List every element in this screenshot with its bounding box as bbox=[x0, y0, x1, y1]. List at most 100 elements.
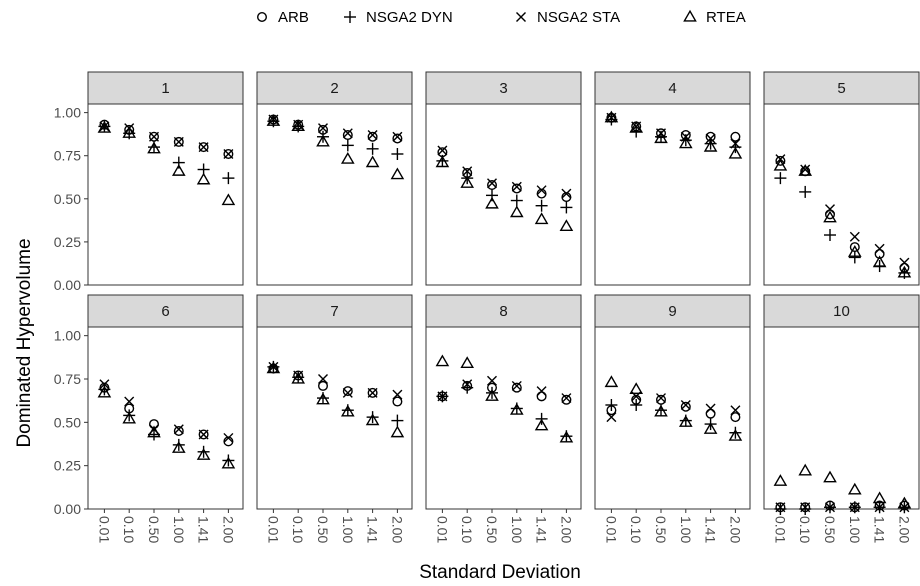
panel-9: 9 0.01 0.10 0.50 1.00 1.41 2.00 bbox=[594, 294, 751, 543]
point-arb bbox=[511, 382, 522, 393]
point-rtea bbox=[97, 385, 112, 398]
point-rtea bbox=[365, 155, 380, 168]
point-arb bbox=[342, 386, 353, 397]
point-rtea bbox=[678, 415, 693, 427]
point-rtea bbox=[171, 164, 186, 176]
point-arb bbox=[198, 429, 209, 440]
point-rtea bbox=[798, 164, 813, 176]
point-nsga2-sta bbox=[874, 243, 885, 254]
point-nsga2-dyn bbox=[341, 139, 354, 152]
point-nsga2-sta bbox=[656, 393, 666, 404]
point-nsga2-dyn bbox=[391, 414, 404, 427]
point-nsga2-dyn bbox=[197, 445, 210, 458]
plot-area bbox=[87, 103, 244, 286]
plot-area bbox=[594, 103, 751, 286]
point-nsga2-dyn bbox=[630, 399, 643, 411]
point-nsga2-sta bbox=[198, 142, 209, 153]
legend-item-nsga2-sta: NSGA2 STA bbox=[516, 9, 620, 26]
legend-item-nsga2-dyn: NSGA2 DYN bbox=[344, 9, 453, 26]
point-arb bbox=[487, 180, 498, 191]
strip-background bbox=[763, 294, 920, 328]
plot-area bbox=[425, 326, 582, 510]
panel-label: 2 bbox=[330, 80, 338, 97]
panel-label: 4 bbox=[668, 80, 676, 97]
point-nsga2-sta bbox=[631, 121, 642, 132]
strip-background bbox=[87, 71, 244, 105]
strip-background bbox=[594, 71, 751, 105]
legend-key-nsga2-dyn bbox=[344, 11, 356, 23]
strip-background bbox=[256, 71, 413, 105]
point-nsga2-dyn bbox=[560, 201, 573, 214]
point-nsga2-sta bbox=[899, 257, 910, 268]
point-rtea bbox=[122, 411, 137, 424]
point-nsga2-sta bbox=[462, 379, 473, 390]
point-rtea bbox=[847, 245, 862, 257]
point-rtea bbox=[291, 371, 306, 384]
point-rtea bbox=[266, 114, 281, 126]
point-nsga2-sta bbox=[705, 133, 716, 144]
panel-label: 8 bbox=[499, 303, 507, 320]
x-tick-label: 2.00 bbox=[558, 516, 574, 543]
point-rtea bbox=[485, 389, 499, 401]
panel-3: 3 bbox=[425, 71, 582, 286]
strip-background bbox=[425, 71, 582, 105]
point-rtea bbox=[147, 141, 161, 154]
legend-label: RTEA bbox=[706, 9, 746, 26]
x-tick-label: 0.01 bbox=[603, 516, 619, 543]
y-tick-label: 0.50 bbox=[54, 414, 81, 430]
panel-6: 6 0.00 0.25 0.50 0.75 1.00 0.01 0.10 0.50 1.00 1.4… bbox=[54, 294, 244, 543]
legend-key-rtea bbox=[683, 9, 697, 22]
x-tick-label: 2.00 bbox=[727, 516, 743, 543]
x-tick-label: 0.50 bbox=[146, 516, 162, 543]
legend-label: NSGA2 STA bbox=[537, 9, 620, 26]
point-rtea bbox=[340, 151, 355, 164]
point-rtea bbox=[485, 196, 499, 209]
point-nsga2-dyn bbox=[729, 426, 742, 439]
point-arb bbox=[148, 131, 159, 142]
point-rtea bbox=[460, 356, 475, 368]
x-tick-label: 0.10 bbox=[290, 516, 306, 543]
panel-8: 8 0.01 0.10 0.50 1.00 1.41 2.00 bbox=[425, 294, 582, 543]
point-nsga2-sta bbox=[173, 424, 184, 435]
point-arb bbox=[173, 136, 184, 147]
point-nsga2-sta bbox=[318, 123, 328, 134]
x-tick-label: 1.41 bbox=[365, 516, 381, 543]
point-nsga2-dyn bbox=[123, 409, 136, 422]
point-rtea bbox=[316, 392, 330, 405]
point-rtea bbox=[897, 265, 912, 278]
point-nsga2-sta bbox=[392, 389, 403, 400]
point-nsga2-sta bbox=[487, 375, 497, 386]
point-rtea bbox=[559, 430, 574, 443]
panel-label: 3 bbox=[499, 80, 507, 97]
point-nsga2-sta bbox=[849, 502, 860, 513]
point-nsga2-sta bbox=[487, 178, 497, 189]
point-nsga2-sta bbox=[606, 412, 617, 423]
point-nsga2-sta bbox=[99, 379, 110, 390]
point-rtea bbox=[122, 126, 137, 138]
point-arb bbox=[223, 148, 234, 159]
x-tick-label: 1.00 bbox=[847, 516, 863, 543]
point-arb bbox=[173, 426, 184, 437]
point-nsga2-sta bbox=[775, 502, 786, 513]
point-arb bbox=[342, 130, 353, 141]
point-nsga2-dyn bbox=[605, 399, 618, 411]
y-tick-label: 0.25 bbox=[54, 234, 81, 250]
point-rtea bbox=[435, 354, 450, 367]
panel-label: 7 bbox=[330, 303, 338, 320]
point-nsga2-sta bbox=[561, 188, 572, 199]
point-nsga2-sta bbox=[730, 138, 741, 149]
x-tick-label: 0.10 bbox=[459, 516, 475, 543]
point-rtea bbox=[728, 146, 743, 159]
point-rtea bbox=[221, 456, 236, 469]
x-tick-label: 0.10 bbox=[121, 516, 137, 543]
point-rtea bbox=[435, 155, 450, 168]
point-nsga2-sta bbox=[149, 131, 159, 142]
point-nsga2-sta bbox=[800, 502, 811, 513]
point-rtea bbox=[872, 255, 887, 268]
point-arb bbox=[656, 394, 667, 405]
point-rtea bbox=[728, 428, 743, 441]
panel-10: 10 0.01 0.10 0.50 1.00 1.41 2.00 bbox=[763, 294, 920, 543]
x-tick-label: 0.01 bbox=[96, 516, 112, 543]
